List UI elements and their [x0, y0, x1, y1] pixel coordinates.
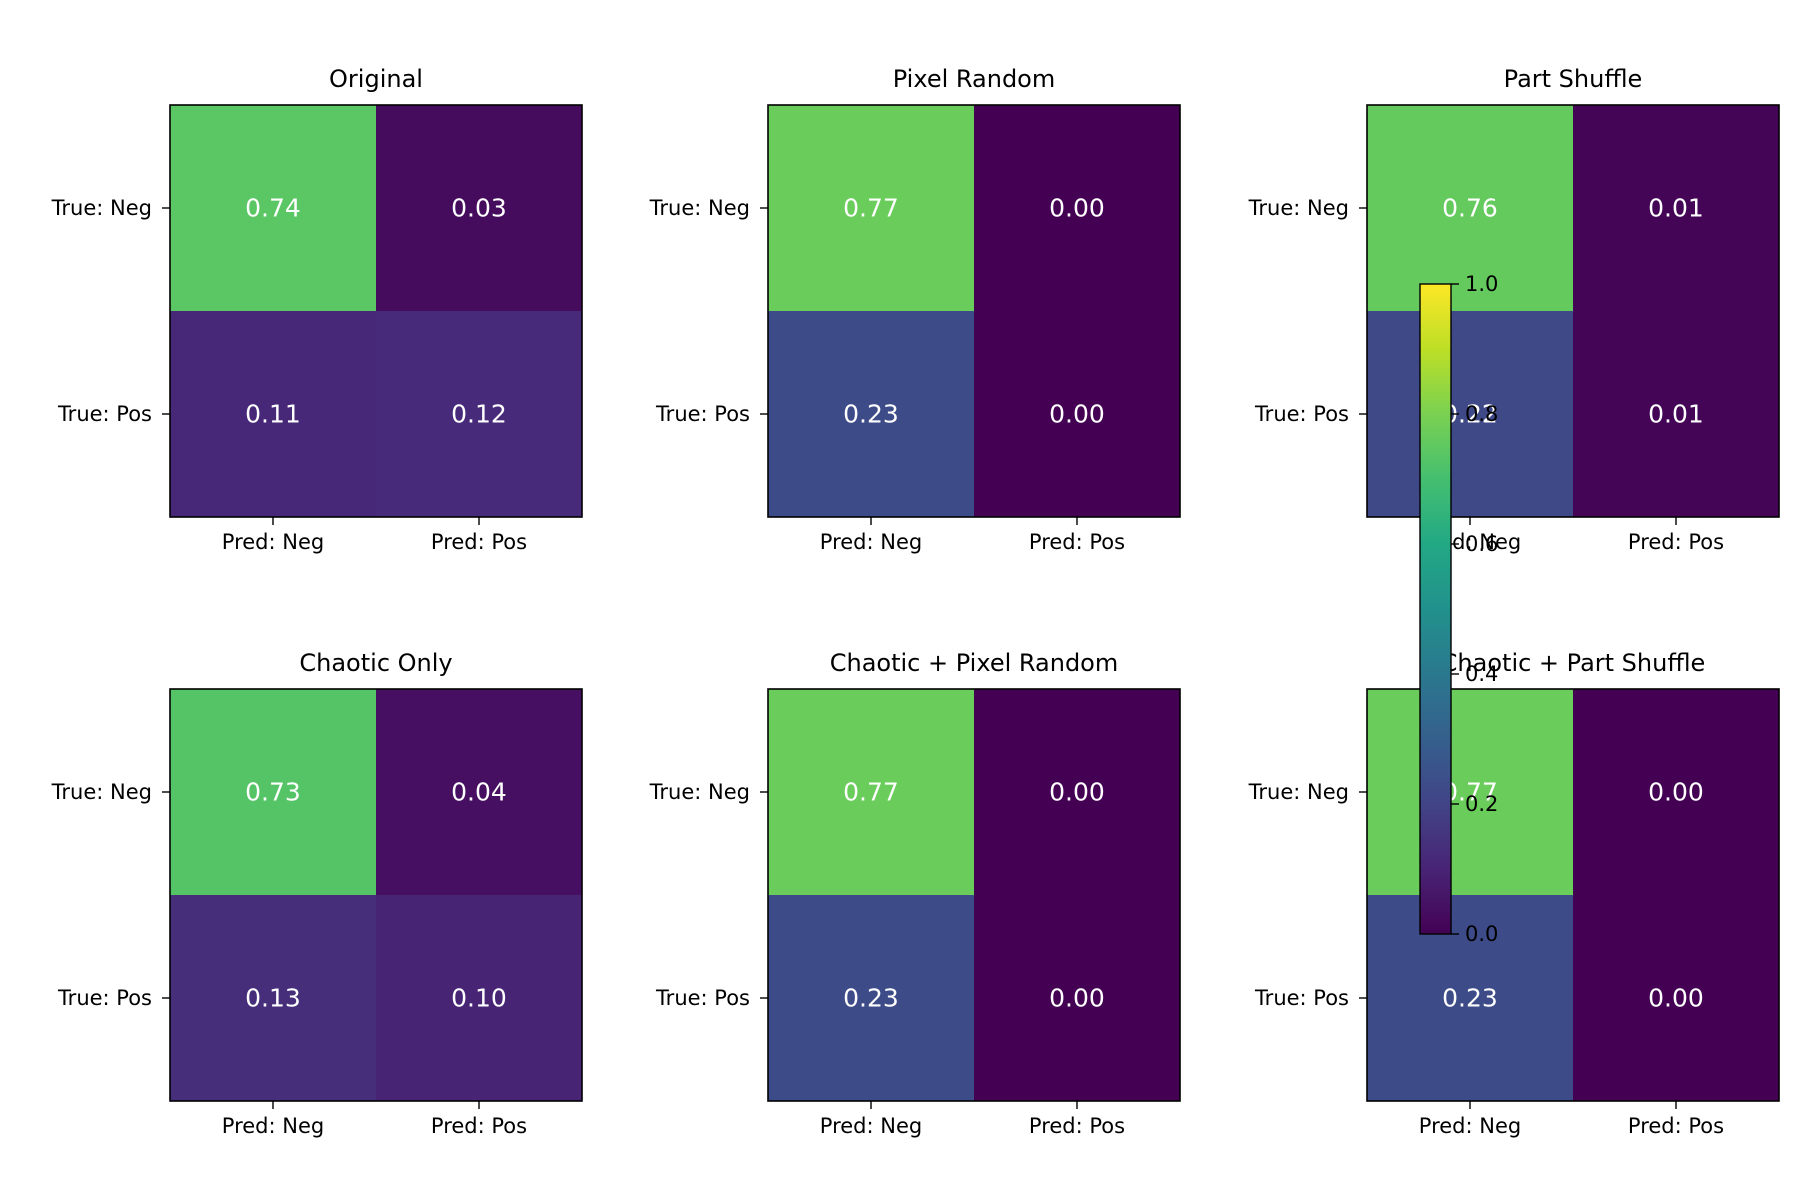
- y-tick-label: True: Neg: [649, 780, 750, 804]
- cell-value-label: 0.03: [451, 194, 507, 223]
- x-tick-label: Pred: Pos: [1628, 1114, 1724, 1138]
- heatmap-cell: [170, 105, 377, 312]
- y-tick-label: True: Pos: [655, 986, 750, 1010]
- heatmap-cell: [1367, 105, 1574, 312]
- heatmap-cell: [1367, 689, 1574, 896]
- cell-value-label: 0.77: [843, 778, 899, 807]
- heatmap-cell: [170, 689, 377, 896]
- x-tick-label: Pred: Neg: [222, 530, 324, 554]
- panel-title: Pixel Random: [893, 65, 1056, 93]
- axes-frame: [767, 688, 1181, 1102]
- cell-value-label: 0.12: [451, 400, 507, 429]
- cell-value-label: 0.00: [1648, 984, 1704, 1013]
- heatmap-cell: [170, 895, 377, 1102]
- heatmap-cell: [1573, 689, 1780, 896]
- heatmap-panel-4: 0.73 0.04 0.13 0.10 Chaotic Only Pred: Neg Pre…: [51, 649, 583, 1138]
- heatmap-cell: [376, 311, 583, 518]
- heatmap-cell: [974, 895, 1181, 1102]
- colorbar-gradient: [1420, 284, 1451, 934]
- colorbar-tick-label: 0.0: [1465, 922, 1498, 946]
- heatmap-cell: [1573, 895, 1780, 1102]
- cell-value-label: 0.00: [1049, 194, 1105, 223]
- colorbar-tick-label: 0.4: [1465, 662, 1498, 686]
- x-tick-label: Pred: Pos: [431, 530, 527, 554]
- y-tick-label: True: Neg: [51, 780, 152, 804]
- panel-title: Chaotic + Pixel Random: [830, 649, 1119, 677]
- y-tick-label: True: Pos: [57, 986, 152, 1010]
- x-tick-label: Pred: Pos: [1628, 530, 1724, 554]
- axes-frame: [1366, 104, 1780, 518]
- heatmap-panel-2: 0.77 0.00 0.23 0.00 Pixel Random Pred: Neg Pre…: [649, 65, 1181, 554]
- heatmap-cell: [768, 895, 975, 1102]
- x-tick-label: Pred: Neg: [222, 1114, 324, 1138]
- x-tick-label: Pred: Pos: [1029, 1114, 1125, 1138]
- cell-value-label: 0.23: [843, 400, 899, 429]
- y-tick-label: True: Neg: [1248, 780, 1349, 804]
- y-tick-label: True: Pos: [1254, 986, 1349, 1010]
- cell-value-label: 0.01: [1648, 400, 1704, 429]
- cell-value-label: 0.73: [245, 778, 301, 807]
- cell-value-label: 0.11: [245, 400, 301, 429]
- cell-value-label: 0.01: [1648, 194, 1704, 223]
- colorbar-frame: [1419, 283, 1452, 935]
- cell-value-label: 0.13: [245, 984, 301, 1013]
- heatmap-cell: [376, 105, 583, 312]
- heatmap-cell: [1573, 311, 1780, 518]
- panel-title: Chaotic + Part Shuffle: [1441, 649, 1706, 677]
- cell-value-label: 0.76: [1442, 194, 1498, 223]
- heatmap-cell: [768, 689, 975, 896]
- cell-value-label: 0.00: [1648, 778, 1704, 807]
- panel-title: Part Shuffle: [1504, 65, 1643, 93]
- cell-value-label: 0.74: [245, 194, 301, 223]
- cell-value-label: 0.23: [1442, 984, 1498, 1013]
- x-tick-label: Pred: Neg: [820, 530, 922, 554]
- colorbar-tick-label: 0.8: [1465, 402, 1498, 426]
- panels-layer: 0.74 0.03 0.11 0.12 Original Pred: Neg Pred: P…: [51, 65, 1780, 1138]
- y-tick-label: True: Pos: [1254, 402, 1349, 426]
- y-tick-label: True: Neg: [51, 196, 152, 220]
- cell-value-label: 0.00: [1049, 400, 1105, 429]
- y-tick-label: True: Pos: [57, 402, 152, 426]
- panel-title: Original: [329, 65, 423, 93]
- panel-title: Chaotic Only: [299, 649, 452, 677]
- y-tick-label: True: Neg: [649, 196, 750, 220]
- cell-value-label: 0.00: [1049, 778, 1105, 807]
- colorbar-tick-label: 0.6: [1465, 532, 1498, 556]
- cell-value-label: 0.23: [843, 984, 899, 1013]
- heatmap-cell: [170, 311, 377, 518]
- heatmap-cell: [768, 105, 975, 312]
- x-tick-label: Pred: Neg: [820, 1114, 922, 1138]
- heatmap-panel-1: 0.74 0.03 0.11 0.12 Original Pred: Neg Pred: P…: [51, 65, 583, 554]
- heatmap-cell: [376, 895, 583, 1102]
- heatmap-cell: [974, 105, 1181, 312]
- cell-value-label: 0.00: [1049, 984, 1105, 1013]
- colorbar-tick-label: 0.2: [1465, 792, 1498, 816]
- heatmap-cell: [768, 311, 975, 518]
- colorbar-tick-label: 1.0: [1465, 272, 1498, 296]
- heatmap-cell: [974, 689, 1181, 896]
- cell-value-label: 0.10: [451, 984, 507, 1013]
- x-tick-label: Pred: Pos: [1029, 530, 1125, 554]
- axes-frame: [767, 104, 1181, 518]
- axes-frame: [169, 688, 583, 1102]
- cell-value-label: 0.04: [451, 778, 507, 807]
- colorbar: 0.0 0.2 0.4 0.6 0.8 1.0: [1419, 272, 1498, 946]
- x-tick-label: Pred: Neg: [1419, 1114, 1521, 1138]
- heatmap-cell: [974, 311, 1181, 518]
- cell-value-label: 0.77: [843, 194, 899, 223]
- y-tick-label: True: Pos: [655, 402, 750, 426]
- heatmap-panel-5: 0.77 0.00 0.23 0.00 Chaotic + Pixel Random Pr…: [649, 649, 1181, 1138]
- y-tick-label: True: Neg: [1248, 196, 1349, 220]
- x-tick-label: Pred: Pos: [431, 1114, 527, 1138]
- heatmap-cell: [376, 689, 583, 896]
- axes-frame: [1366, 688, 1780, 1102]
- heatmap-cell: [1367, 895, 1574, 1102]
- heatmap-cell: [1573, 105, 1780, 312]
- axes-frame: [169, 104, 583, 518]
- heatmap-cell: [1367, 311, 1574, 518]
